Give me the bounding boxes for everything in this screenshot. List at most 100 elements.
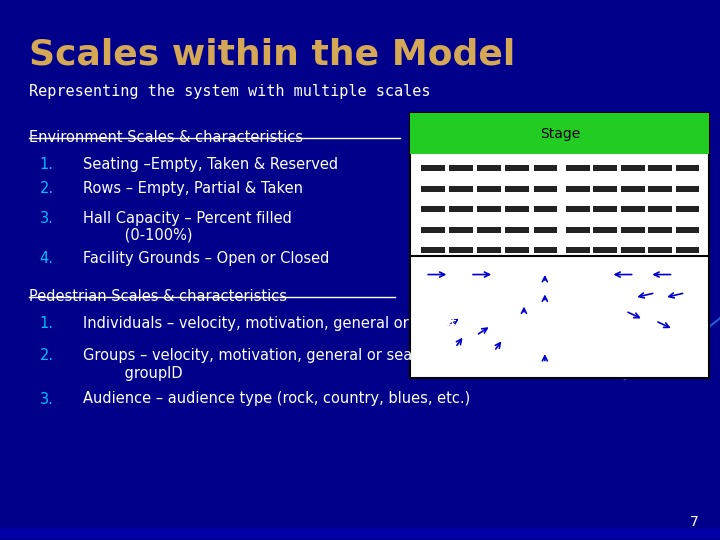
Bar xyxy=(477,186,501,192)
Bar xyxy=(0,534,720,539)
Bar xyxy=(676,227,700,233)
Bar xyxy=(0,533,720,538)
Bar xyxy=(0,532,720,537)
Bar xyxy=(0,529,720,535)
Text: 3.: 3. xyxy=(40,392,53,407)
Bar xyxy=(0,532,720,538)
Text: 3.: 3. xyxy=(40,211,53,226)
Bar xyxy=(0,531,720,537)
Bar xyxy=(0,532,720,538)
Bar xyxy=(676,186,700,192)
Bar xyxy=(0,534,720,539)
Text: Rows – Empty, Partial & Taken: Rows – Empty, Partial & Taken xyxy=(83,181,303,196)
Bar xyxy=(648,227,672,233)
Text: Seating –Empty, Taken & Reserved: Seating –Empty, Taken & Reserved xyxy=(83,157,338,172)
Bar xyxy=(0,534,720,539)
Bar xyxy=(0,532,720,538)
Bar xyxy=(621,186,644,192)
Bar xyxy=(0,531,720,536)
Bar xyxy=(0,531,720,536)
Bar xyxy=(0,534,720,539)
Bar xyxy=(0,533,720,538)
Bar xyxy=(0,532,720,537)
Bar xyxy=(0,534,720,539)
Bar xyxy=(566,186,590,192)
Text: Environment Scales & characteristics: Environment Scales & characteristics xyxy=(29,130,303,145)
Bar xyxy=(0,534,720,539)
Bar xyxy=(0,534,720,539)
Bar xyxy=(0,533,720,538)
Bar xyxy=(0,532,720,538)
Bar xyxy=(477,165,501,171)
Bar xyxy=(0,529,720,535)
Bar xyxy=(0,533,720,538)
Text: Representing the system with multiple scales: Representing the system with multiple sc… xyxy=(29,84,431,99)
Bar xyxy=(0,533,720,538)
Bar xyxy=(0,531,720,537)
Bar xyxy=(421,186,445,192)
Bar xyxy=(0,534,720,539)
Bar xyxy=(0,531,720,536)
Bar xyxy=(0,530,720,536)
Bar xyxy=(0,532,720,537)
Bar xyxy=(421,206,445,212)
Bar xyxy=(621,165,644,171)
Bar xyxy=(593,186,617,192)
Bar xyxy=(0,532,720,538)
Text: 2.: 2. xyxy=(40,348,54,363)
Bar xyxy=(0,531,720,537)
Bar xyxy=(0,530,720,535)
Bar xyxy=(0,530,720,536)
Bar xyxy=(0,531,720,537)
Bar xyxy=(0,533,720,538)
Bar xyxy=(648,186,672,192)
Bar xyxy=(534,165,557,171)
Bar xyxy=(505,186,529,192)
Bar xyxy=(648,247,672,253)
Text: 7: 7 xyxy=(690,515,698,529)
Bar xyxy=(566,165,590,171)
Bar xyxy=(0,534,720,539)
Bar xyxy=(0,535,720,540)
Text: 1.: 1. xyxy=(40,157,53,172)
Bar xyxy=(0,530,720,535)
Bar xyxy=(593,206,617,212)
Bar xyxy=(0,532,720,538)
Bar xyxy=(0,530,720,535)
Bar xyxy=(0,532,720,537)
Bar xyxy=(0,530,720,536)
Bar xyxy=(0,529,720,535)
Bar xyxy=(0,531,720,537)
Bar xyxy=(410,113,709,154)
Bar xyxy=(0,532,720,538)
Text: 4.: 4. xyxy=(40,251,53,266)
Bar xyxy=(0,530,720,535)
Bar xyxy=(421,165,445,171)
Bar xyxy=(0,530,720,535)
Bar xyxy=(0,535,720,540)
Bar xyxy=(505,206,529,212)
Text: Pedestrian Scales & characteristics: Pedestrian Scales & characteristics xyxy=(29,289,287,304)
Bar xyxy=(566,206,590,212)
Bar xyxy=(0,530,720,536)
Bar xyxy=(0,530,720,536)
Bar xyxy=(0,531,720,536)
Text: Individuals – velocity, motivation, general or seat#: Individuals – velocity, motivation, gene… xyxy=(83,316,457,331)
Bar xyxy=(0,530,720,535)
Bar xyxy=(0,532,720,537)
Bar xyxy=(0,531,720,537)
Bar xyxy=(0,530,720,536)
Bar xyxy=(593,227,617,233)
Bar xyxy=(0,534,720,539)
Bar xyxy=(648,165,672,171)
Bar xyxy=(566,247,590,253)
Bar xyxy=(0,534,720,539)
Text: Facility Grounds – Open or Closed: Facility Grounds – Open or Closed xyxy=(83,251,329,266)
Bar xyxy=(593,247,617,253)
Bar xyxy=(0,532,720,538)
Bar xyxy=(0,533,720,538)
Bar xyxy=(449,165,473,171)
Bar xyxy=(0,530,720,536)
Bar xyxy=(0,530,720,535)
Bar xyxy=(0,531,720,537)
